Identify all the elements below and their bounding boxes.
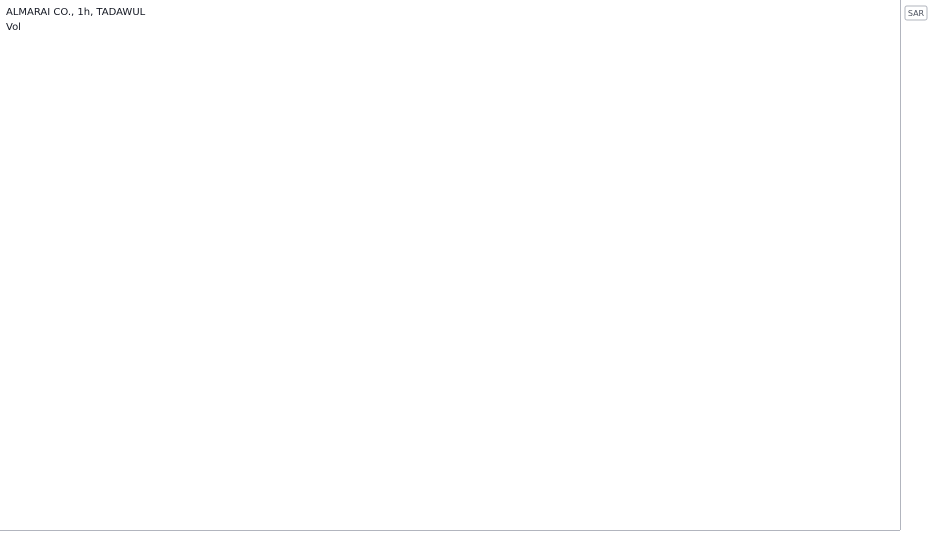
- currency-box[interactable]: [904, 5, 928, 21]
- chart-title: ALMARAI CO., 1h, TADAWUL: [6, 7, 146, 18]
- currency[interactable]: SAR: [908, 9, 925, 18]
- volume-legend: Vol: [6, 22, 21, 33]
